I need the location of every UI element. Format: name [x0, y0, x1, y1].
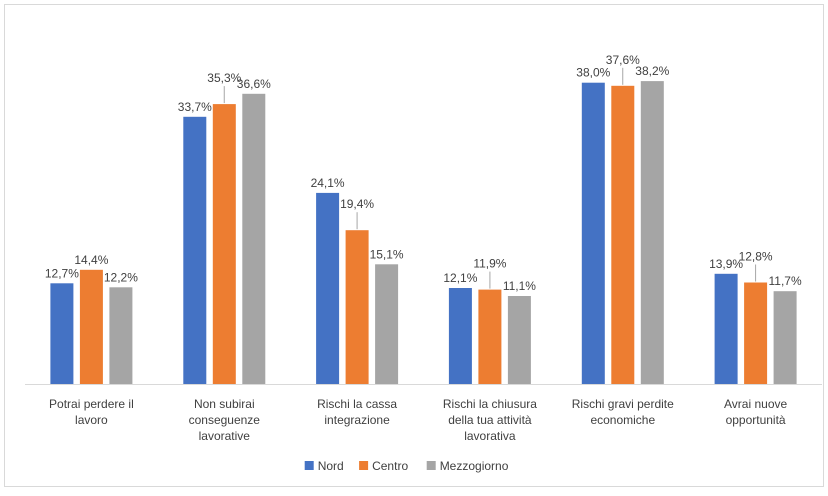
category-label-4: Rischi gravi perdite economiche — [572, 397, 674, 427]
bar-centro-4 — [611, 85, 635, 385]
chart-border — [4, 4, 824, 487]
category-label-5: Avrai nuove opportunità — [724, 397, 787, 427]
bar-mezzogiorno-2 — [375, 264, 399, 384]
category-label-2: Rischi la cassa integrazione — [317, 397, 397, 427]
bar-nord-1 — [183, 116, 207, 385]
bar-mezzogiorno-4 — [640, 81, 664, 384]
data-labels-layer: 12,7%14,4% 12,2% 33,7% 35,3%36,6% 24,1% 19,4%… — [45, 53, 802, 293]
data-label-mezzogiorno-1: 36,6% — [237, 77, 271, 91]
data-label-mezzogiorno-5: 11,7% — [769, 274, 802, 288]
legend-label-centro: Centro — [372, 459, 408, 473]
category-label-3: Rischi la chiusura della tua attività lavo… — [443, 397, 537, 443]
bars-layer — [50, 81, 797, 385]
data-label-nord-1: 33,7% — [178, 100, 212, 114]
data-label-centro-1: 35,3% — [207, 71, 241, 85]
axis-layer: Potrai perdere il lavoro Non subirai conseg… — [25, 384, 822, 443]
legend-swatch-centro — [359, 461, 369, 470]
bar-centro-3 — [478, 289, 502, 384]
category-label-0: Potrai perdere il lavoro — [49, 397, 134, 427]
bar-mezzogiorno-3 — [507, 296, 531, 384]
data-label-mezzogiorno-3: 11,1% — [503, 279, 536, 293]
bar-mezzogiorno-1 — [242, 93, 266, 385]
data-label-centro-4: 37,6% — [606, 53, 640, 67]
data-label-centro-3: 11,9% — [473, 257, 506, 271]
data-label-mezzogiorno-4: 38,2% — [635, 64, 669, 78]
data-label-nord-3: 12,1% — [443, 271, 477, 285]
bar-nord-0 — [50, 283, 74, 384]
bar-nord-5 — [714, 273, 738, 384]
legend-swatch-nord — [304, 461, 314, 470]
bar-nord-3 — [448, 288, 472, 384]
data-label-nord-0: 12,7% — [45, 266, 79, 280]
legend-swatch-mezzogiorno — [426, 461, 436, 470]
data-label-mezzogiorno-2: 15,1% — [370, 247, 404, 261]
data-label-centro-0: 14,4% — [74, 253, 108, 267]
data-label-mezzogiorno-0: 12,2% — [104, 270, 138, 284]
bar-mezzogiorno-5 — [773, 291, 797, 384]
bar-nord-2 — [316, 192, 340, 384]
data-label-nord-5: 13,9% — [709, 257, 743, 271]
data-label-centro-5: 12,8% — [739, 250, 773, 264]
data-label-nord-4: 38,0% — [576, 66, 610, 80]
category-label-1: Non subirai conseguenze lavorative — [189, 397, 261, 443]
bar-mezzogiorno-0 — [109, 287, 133, 384]
data-label-nord-2: 24,1% — [311, 176, 345, 190]
legend-label-mezzogiorno: Mezzogiorno — [440, 459, 509, 473]
bar-centro-5 — [744, 282, 768, 384]
data-label-centro-2: 19,4% — [340, 197, 374, 211]
bar-nord-4 — [581, 82, 605, 384]
legend-label-nord: Nord — [318, 459, 344, 473]
bar-centro-0 — [79, 269, 103, 384]
bar-centro-1 — [212, 104, 236, 384]
legend: Nord Centro Mezzogiorno — [304, 459, 509, 473]
bar-centro-2 — [345, 230, 369, 384]
